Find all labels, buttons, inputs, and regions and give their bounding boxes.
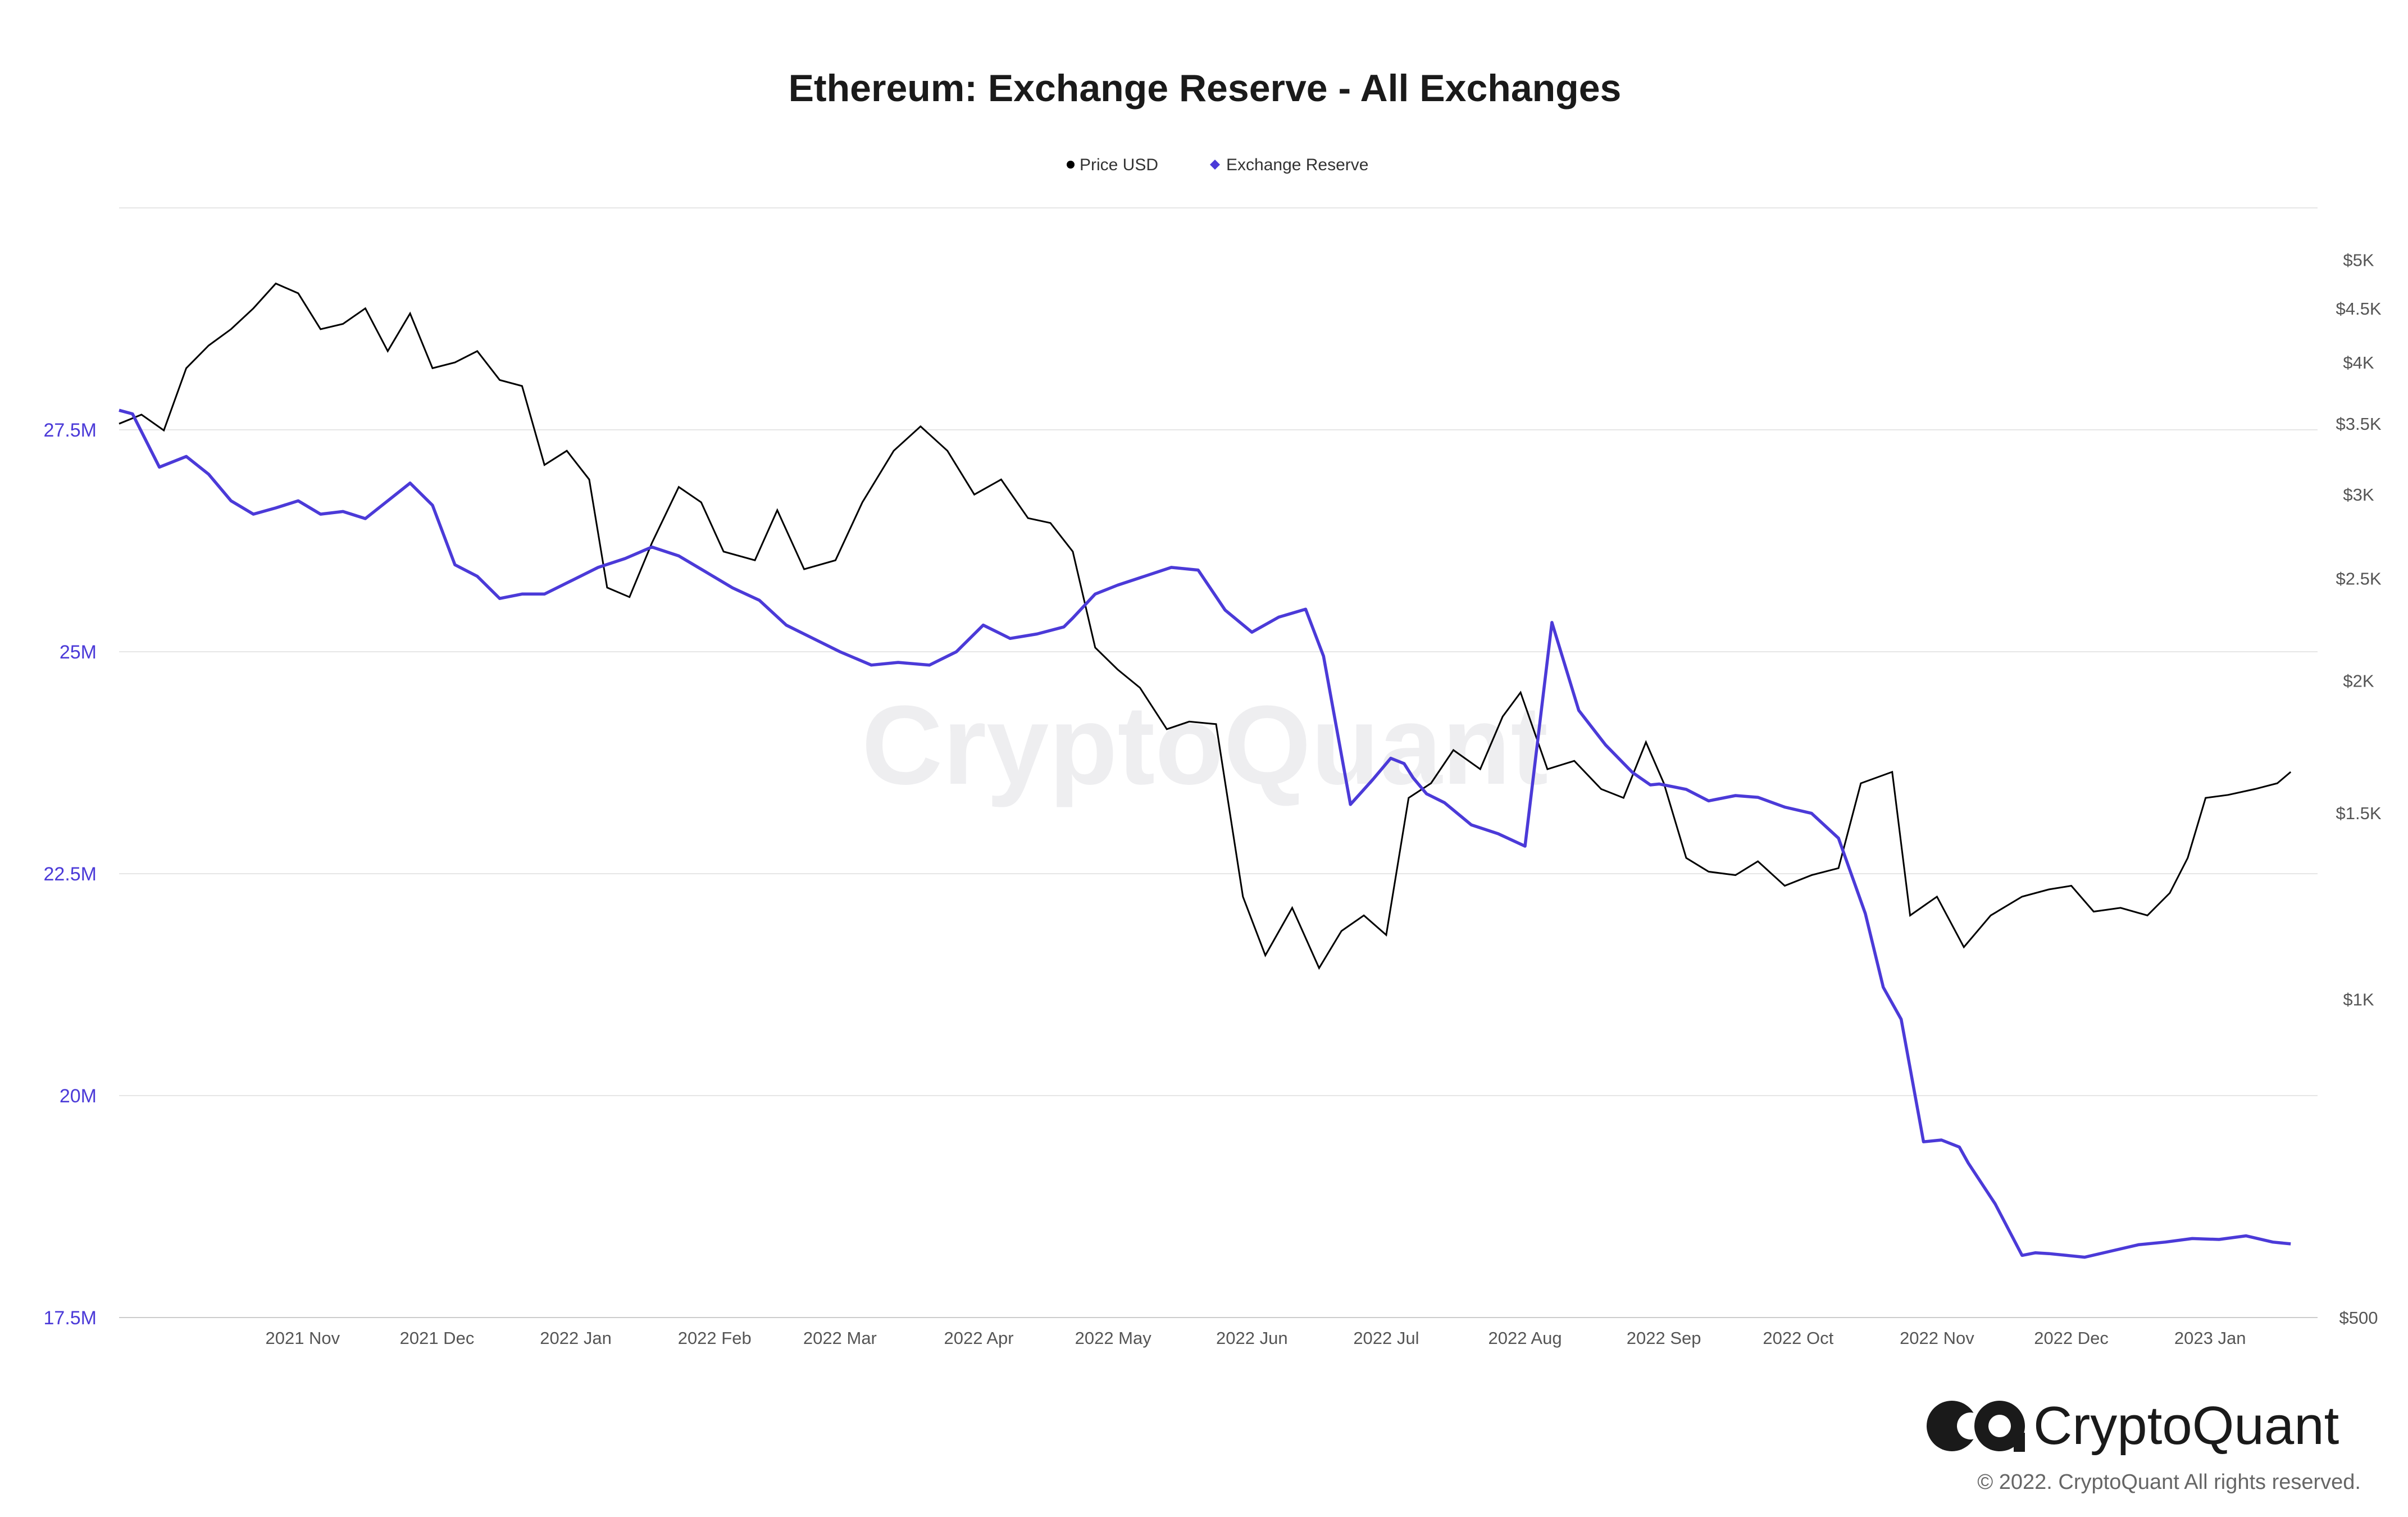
y-axis-right: $500 $1K $1.5K $2K $2.5K $3K $3.5K $4K $4.5K $5K [2336, 251, 2381, 1328]
watermark: CryptoQuant [862, 683, 1548, 808]
y-right-tick-label: $3.5K [2336, 414, 2381, 434]
x-axis: 2021 Nov 2021 Dec 2022 Jan 2022 Feb 2022 Mar… [265, 1328, 2246, 1348]
legend-marker-reserve [1210, 160, 1220, 170]
x-tick-label: 2022 Aug [1489, 1328, 1562, 1348]
y-left-tick-label: 27.5M [44, 420, 97, 441]
x-tick-label: 2022 Dec [2034, 1328, 2109, 1348]
y-left-tick-label: 22.5M [44, 864, 97, 885]
y-left-tick-label: 20M [60, 1085, 97, 1107]
y-left-tick-label: 25M [60, 642, 97, 663]
x-tick-label: 2022 May [1075, 1328, 1152, 1348]
copyright: © 2022. CryptoQuant All rights reserved. [1977, 1470, 2361, 1494]
y-right-tick-label: $3K [2343, 485, 2374, 505]
legend-label-reserve: Exchange Reserve [1226, 156, 1368, 174]
y-right-tick-label: $2.5K [2336, 569, 2381, 588]
legend: Price USD Exchange Reserve [1067, 156, 1368, 174]
legend-item-reserve[interactable]: Exchange Reserve [1210, 156, 1368, 174]
cryptoquant-logo: CryptoQuant [1927, 1396, 2339, 1456]
y-right-tick-label: $2K [2343, 671, 2374, 691]
x-tick-label: 2021 Dec [400, 1328, 475, 1348]
chart-title: Ethereum: Exchange Reserve - All Exchang… [789, 67, 1622, 110]
x-tick-label: 2022 Apr [944, 1328, 1013, 1348]
legend-label-price: Price USD [1080, 156, 1158, 174]
x-tick-label: 2022 Jan [540, 1328, 612, 1348]
y-right-tick-label: $1K [2343, 989, 2374, 1009]
gridlines [119, 207, 2318, 1096]
y-right-tick-label: $5K [2343, 251, 2374, 270]
x-tick-label: 2022 Oct [1763, 1328, 1833, 1348]
y-right-tick-label: $1.5K [2336, 803, 2381, 823]
x-tick-label: 2022 Mar [803, 1328, 877, 1348]
x-tick-label: 2023 Jan [2174, 1328, 2246, 1348]
x-tick-label: 2022 Jun [1216, 1328, 1288, 1348]
exchange-reserve-line [119, 408, 2291, 1259]
price-usd-line [119, 282, 2292, 970]
legend-marker-price [1067, 161, 1075, 169]
cryptoquant-logo-mark [1927, 1401, 2025, 1452]
y-right-tick-label: $4.5K [2336, 299, 2381, 319]
x-tick-label: 2022 Jul [1353, 1328, 1419, 1348]
x-tick-label: 2021 Nov [265, 1328, 340, 1348]
y-right-tick-label: $500 [2339, 1308, 2378, 1328]
x-tick-label: 2022 Feb [678, 1328, 752, 1348]
y-left-tick-label: 17.5M [44, 1307, 97, 1329]
x-tick-label: 2022 Sep [1627, 1328, 1701, 1348]
legend-item-price[interactable]: Price USD [1067, 156, 1158, 174]
y-right-tick-label: $4K [2343, 353, 2374, 373]
x-tick-label: 2022 Nov [1900, 1328, 1974, 1348]
cryptoquant-logo-text: CryptoQuant [2033, 1396, 2339, 1456]
y-axis-left: 17.5M 20M 22.5M 25M 27.5M [44, 420, 97, 1329]
